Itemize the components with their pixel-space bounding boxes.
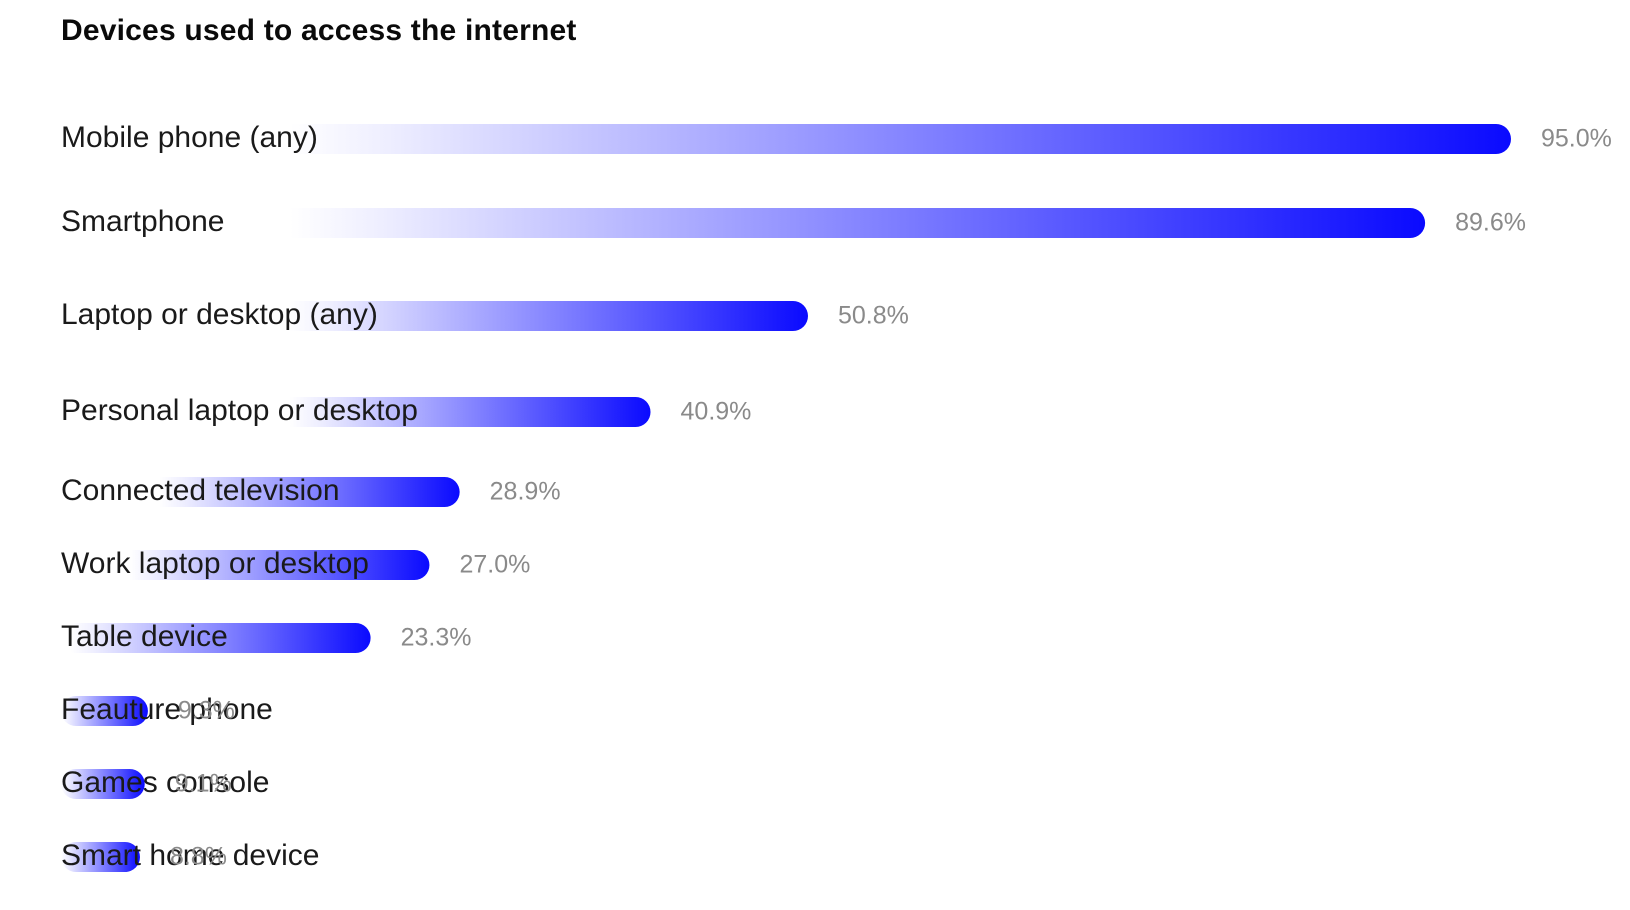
bar [61, 842, 140, 872]
bar [61, 623, 371, 653]
value-label: 27.0% [459, 551, 530, 579]
category-label: Games console [61, 766, 269, 799]
value-label: 28.9% [490, 478, 561, 506]
category-label: Feauture phone [61, 693, 273, 726]
category-label: Smart home device [61, 839, 319, 872]
value-label: 9.1% [175, 770, 232, 798]
bar [261, 124, 1511, 154]
value-label: 89.6% [1455, 209, 1526, 237]
value-label: 23.3% [401, 624, 472, 652]
category-label: Mobile phone (any) [61, 121, 318, 154]
category-label: Connected television [61, 474, 340, 507]
category-label: Smartphone [61, 205, 224, 238]
value-label: 40.9% [681, 398, 752, 426]
category-label: Laptop or desktop (any) [61, 298, 378, 331]
value-label: 95.0% [1541, 125, 1612, 153]
bar [61, 477, 460, 507]
category-label: Table device [61, 620, 228, 653]
bar [61, 301, 808, 331]
bar [61, 769, 145, 799]
bar [61, 550, 430, 580]
bar [175, 208, 1426, 238]
category-label: Work laptop or desktop [61, 547, 369, 580]
value-label: 8.8% [170, 843, 227, 871]
chart-title: Devices used to access the internet [61, 14, 577, 47]
category-label: Personal laptop or desktop [61, 394, 418, 427]
bar [61, 397, 651, 427]
bar [61, 696, 148, 726]
value-label: 9.3% [178, 697, 235, 725]
value-label: 50.8% [838, 302, 909, 330]
